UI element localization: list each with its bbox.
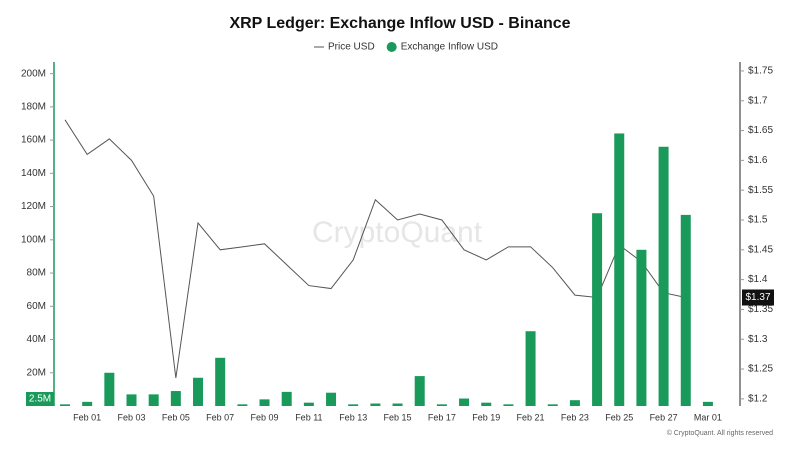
current-marker [26, 392, 54, 406]
x-tick-label: Feb 17 [428, 412, 456, 422]
y2-tick-label: $1.55 [748, 185, 773, 196]
current-label: $1.37 [745, 292, 770, 303]
bar [414, 376, 425, 406]
y-tick-label: 200M [21, 68, 46, 79]
bar [281, 391, 292, 406]
y2-tick-label: $1.4 [748, 274, 768, 285]
bar [370, 403, 381, 406]
watermark: CryptoQuant [312, 216, 483, 249]
y2-tick-label: $1.7 [748, 95, 768, 106]
y-tick-label: 160M [21, 135, 46, 146]
y-tick-label: 140M [21, 168, 46, 179]
y2-tick-label: $1.5 [748, 215, 768, 226]
bar [326, 392, 337, 406]
bar [148, 394, 159, 406]
bar [436, 404, 447, 406]
legend-label: Price USD [328, 42, 375, 53]
x-tick-label: Feb 05 [162, 412, 190, 422]
legend-swatch [386, 42, 397, 52]
bar [481, 402, 492, 406]
footer: © CryptoQuant. All rights reserved [667, 429, 773, 437]
y-tick-label: 180M [21, 102, 46, 113]
bar [525, 331, 536, 406]
y2-tick-label: $1.35 [748, 304, 773, 315]
chart-title: XRP Ledger: Exchange Inflow USD - Binanc… [229, 15, 570, 32]
y2-tick-label: $1.65 [748, 125, 773, 136]
bar [60, 404, 70, 406]
x-tick-label: Feb 01 [73, 412, 101, 422]
y2-tick-label: $1.75 [748, 66, 773, 77]
bar [392, 403, 403, 406]
x-tick-label: Mar 01 [694, 412, 722, 422]
x-tick-label: Feb 07 [206, 412, 234, 422]
x-tick-label: Feb 23 [561, 412, 589, 422]
bar [82, 401, 93, 406]
bar [303, 402, 314, 406]
bar [702, 401, 713, 406]
bar [170, 391, 181, 406]
bar [503, 404, 514, 406]
y2-tick-label: $1.2 [748, 393, 768, 404]
x-tick-label: Feb 19 [472, 412, 500, 422]
current-marker [742, 289, 774, 306]
x-tick-label: Feb 13 [339, 412, 367, 422]
y-tick-label: 40M [27, 334, 46, 345]
x-tick-label: Feb 25 [605, 412, 633, 422]
bar [126, 394, 137, 406]
price-line [64, 119, 686, 379]
bar [193, 377, 204, 406]
bar [614, 133, 625, 407]
x-tick-label: Feb 03 [117, 412, 145, 422]
x-tick-label: Feb 09 [251, 412, 279, 422]
bar [547, 404, 558, 406]
y2-tick-label: $1.6 [748, 155, 768, 166]
bar [680, 214, 691, 406]
current-label: 2.5M [29, 394, 51, 405]
bar [459, 398, 470, 406]
y2-tick-label: $1.3 [748, 334, 768, 345]
y-tick-label: 100M [21, 234, 46, 245]
bar [348, 404, 359, 406]
y-tick-label: 60M [27, 301, 46, 312]
y-tick-label: 80M [27, 268, 46, 279]
x-tick-label: Feb 11 [295, 412, 322, 422]
bar [215, 357, 226, 406]
y-tick-label: 20M [27, 367, 46, 378]
legend-label: Exchange Inflow USD [401, 42, 498, 53]
x-tick-label: Feb 21 [517, 412, 545, 422]
x-tick-label: Feb 15 [384, 412, 412, 422]
y2-tick-label: $1.25 [748, 364, 773, 375]
y2-tick-label: $1.45 [748, 244, 773, 255]
y-tick-label: 120M [21, 201, 46, 212]
bar [104, 372, 115, 406]
bar [259, 399, 270, 406]
bar [237, 404, 248, 406]
bar [592, 213, 603, 406]
x-tick-label: Feb 27 [650, 412, 678, 422]
bar [569, 400, 580, 406]
bar [636, 249, 647, 406]
bar [658, 146, 669, 407]
